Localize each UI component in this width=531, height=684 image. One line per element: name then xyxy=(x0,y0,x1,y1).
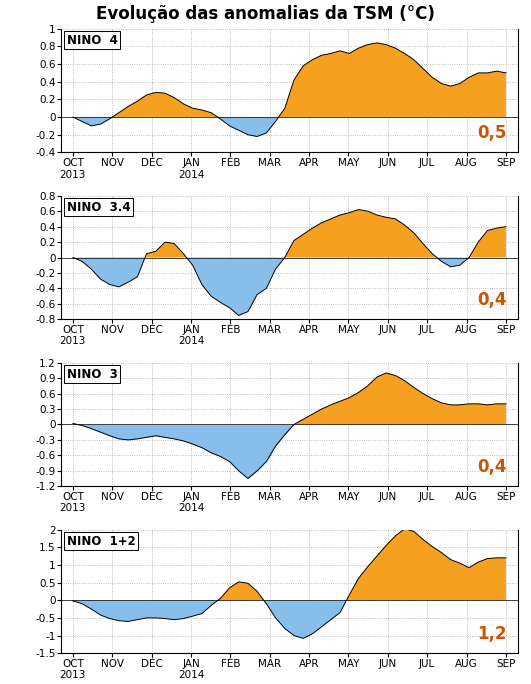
Text: NINO  1+2: NINO 1+2 xyxy=(66,534,135,547)
Text: Evolução das anomalias da TSM (°C): Evolução das anomalias da TSM (°C) xyxy=(96,5,435,23)
Text: NINO  3: NINO 3 xyxy=(66,367,117,380)
Text: NINO  3.4: NINO 3.4 xyxy=(66,200,130,213)
Text: 0,4: 0,4 xyxy=(477,291,507,309)
Text: 0,5: 0,5 xyxy=(477,124,507,142)
Text: 0,4: 0,4 xyxy=(477,458,507,476)
Text: NINO  4: NINO 4 xyxy=(66,34,117,47)
Text: 1,2: 1,2 xyxy=(477,625,507,644)
